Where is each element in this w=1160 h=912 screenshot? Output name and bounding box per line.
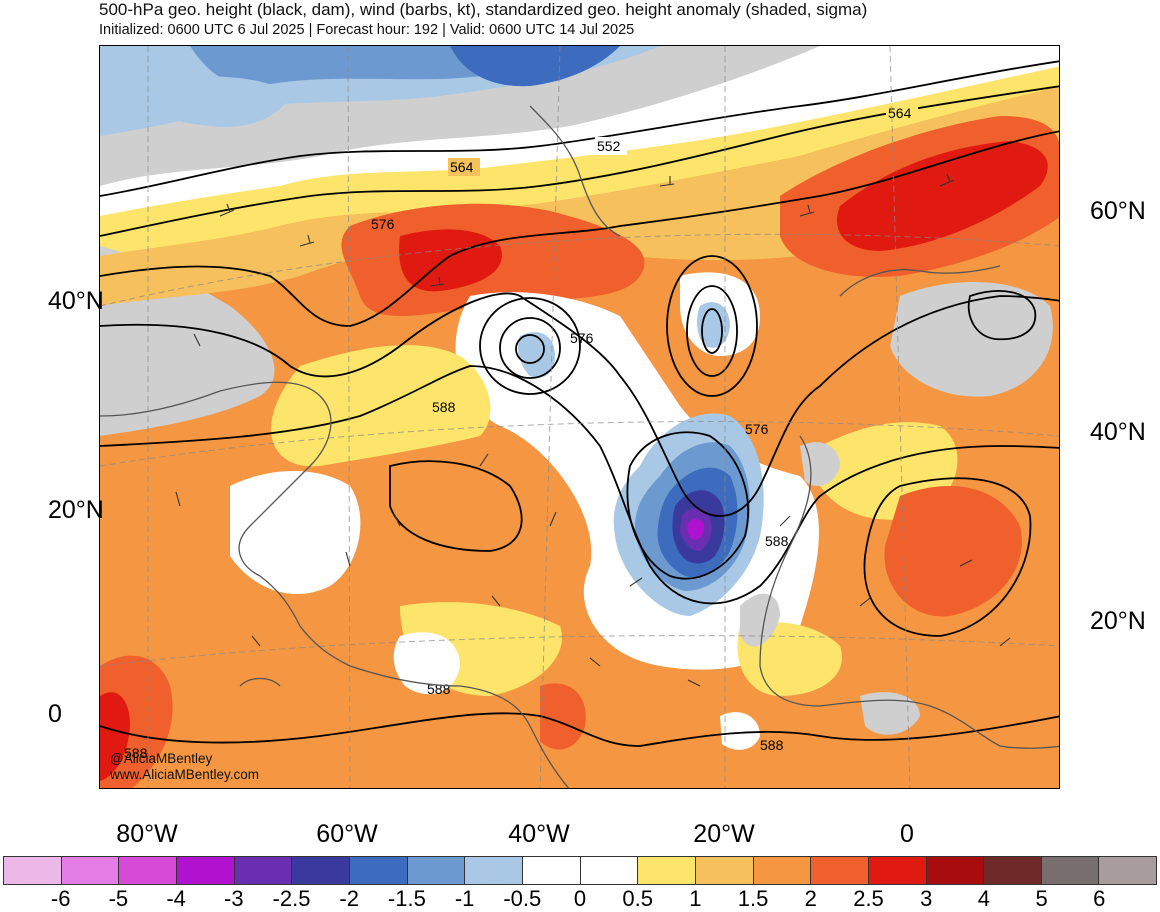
contour-label-576-center: 576 (570, 330, 594, 346)
contour-label-588-africa: 588 (765, 533, 789, 549)
colorbar-tick-label: -4 (166, 886, 186, 911)
colorbar-tick-label: -2.5 (272, 886, 311, 911)
colorbar-swatch (292, 857, 350, 884)
lon-label-60w: 60°W (316, 820, 378, 848)
lon-label-80w: 80°W (116, 820, 178, 848)
colorbar-swatch (522, 857, 581, 884)
weather-map: 552 564 564 576 576 576 588 588 588 588 … (99, 45, 1060, 789)
colorbar-tick-label: 1 (689, 886, 702, 911)
colorbar-tick-label: -2 (339, 886, 359, 911)
colorbar-swatch (811, 857, 869, 884)
lat-label-20n-left: 20°N (48, 496, 104, 524)
lat-label-40n-right: 40°N (1090, 418, 1146, 446)
lat-label-60n-right: 60°N (1090, 197, 1146, 225)
colorbar-tick-label: 4 (977, 886, 991, 911)
colorbar-swatch (234, 857, 293, 884)
colorbar-swatch (465, 857, 523, 884)
colorbar-tick-label: 6 (1093, 886, 1106, 911)
colorbar-swatch (868, 857, 927, 884)
lat-label-20n-right: 20°N (1090, 607, 1146, 635)
colorbar-swatch (4, 857, 62, 884)
colorbar-tick-label: -1 (454, 886, 475, 911)
colorbar-swatch (580, 857, 639, 884)
lon-label-20w: 20°W (693, 820, 755, 848)
colorbar-swatch (638, 857, 696, 884)
contour-label-588-north: 588 (432, 399, 456, 415)
colorbar-swatch (753, 857, 812, 884)
colorbar-swatch (349, 857, 408, 884)
contour-label-576-north: 576 (371, 216, 395, 232)
colorbar-tick-label: -0.5 (503, 886, 542, 911)
colorbar-swatch (119, 857, 177, 884)
credit-handle: @AliciaMBentley (110, 751, 213, 766)
lat-label-0-left: 0 (48, 700, 62, 728)
colorbar-tick-label: -5 (108, 886, 129, 911)
contour-label-576-east: 576 (745, 421, 769, 437)
credit-website: www.AliciaMBentley.com (110, 767, 260, 782)
colorbar-tick-label: 1.5 (737, 886, 769, 911)
map-title: 500-hPa geo. height (black, dam), wind (… (99, 0, 868, 19)
colorbar-tick-label: 2 (804, 886, 817, 911)
lon-label-40w: 40°W (508, 820, 570, 848)
colorbar-swatch (407, 857, 466, 884)
colorbar-tick-label: 2.5 (853, 886, 884, 911)
colorbar-tick-label: 0.5 (622, 886, 653, 911)
lat-label-40n-left: 40°N (48, 287, 104, 315)
colorbar-tick-label: 5 (1035, 886, 1048, 911)
colorbar-tick-label: 0 (573, 886, 587, 911)
map-subtitle: Initialized: 0600 UTC 6 Jul 2025 | Forec… (99, 22, 635, 38)
colorbar-swatch (1041, 857, 1100, 884)
colorbar-swatch (1099, 857, 1157, 884)
contour-label-588-south: 588 (427, 681, 451, 697)
contour-label-564-west: 564 (450, 159, 474, 175)
colorbar-tick-label: -3 (224, 886, 244, 911)
anomaly-field: 552 564 564 576 576 576 588 588 588 588 … (100, 46, 1059, 788)
colorbar-swatch (984, 857, 1042, 884)
colorbar (3, 856, 1157, 885)
lon-label-0: 0 (900, 820, 914, 848)
colorbar-swatch (61, 857, 120, 884)
colorbar-swatch (176, 857, 235, 884)
contour-label-588-southwest: 588 (124, 745, 148, 761)
colorbar-tick-label: -6 (50, 886, 71, 911)
colorbar-tick-label: -1.5 (387, 886, 426, 911)
contour-label-588-gulf: 588 (760, 737, 784, 753)
contour-label-564-east: 564 (888, 105, 912, 121)
colorbar-tick-label: 3 (920, 886, 933, 911)
colorbar-swatch (695, 857, 754, 884)
colorbar-swatch (926, 857, 985, 884)
contour-label-552: 552 (597, 138, 621, 154)
